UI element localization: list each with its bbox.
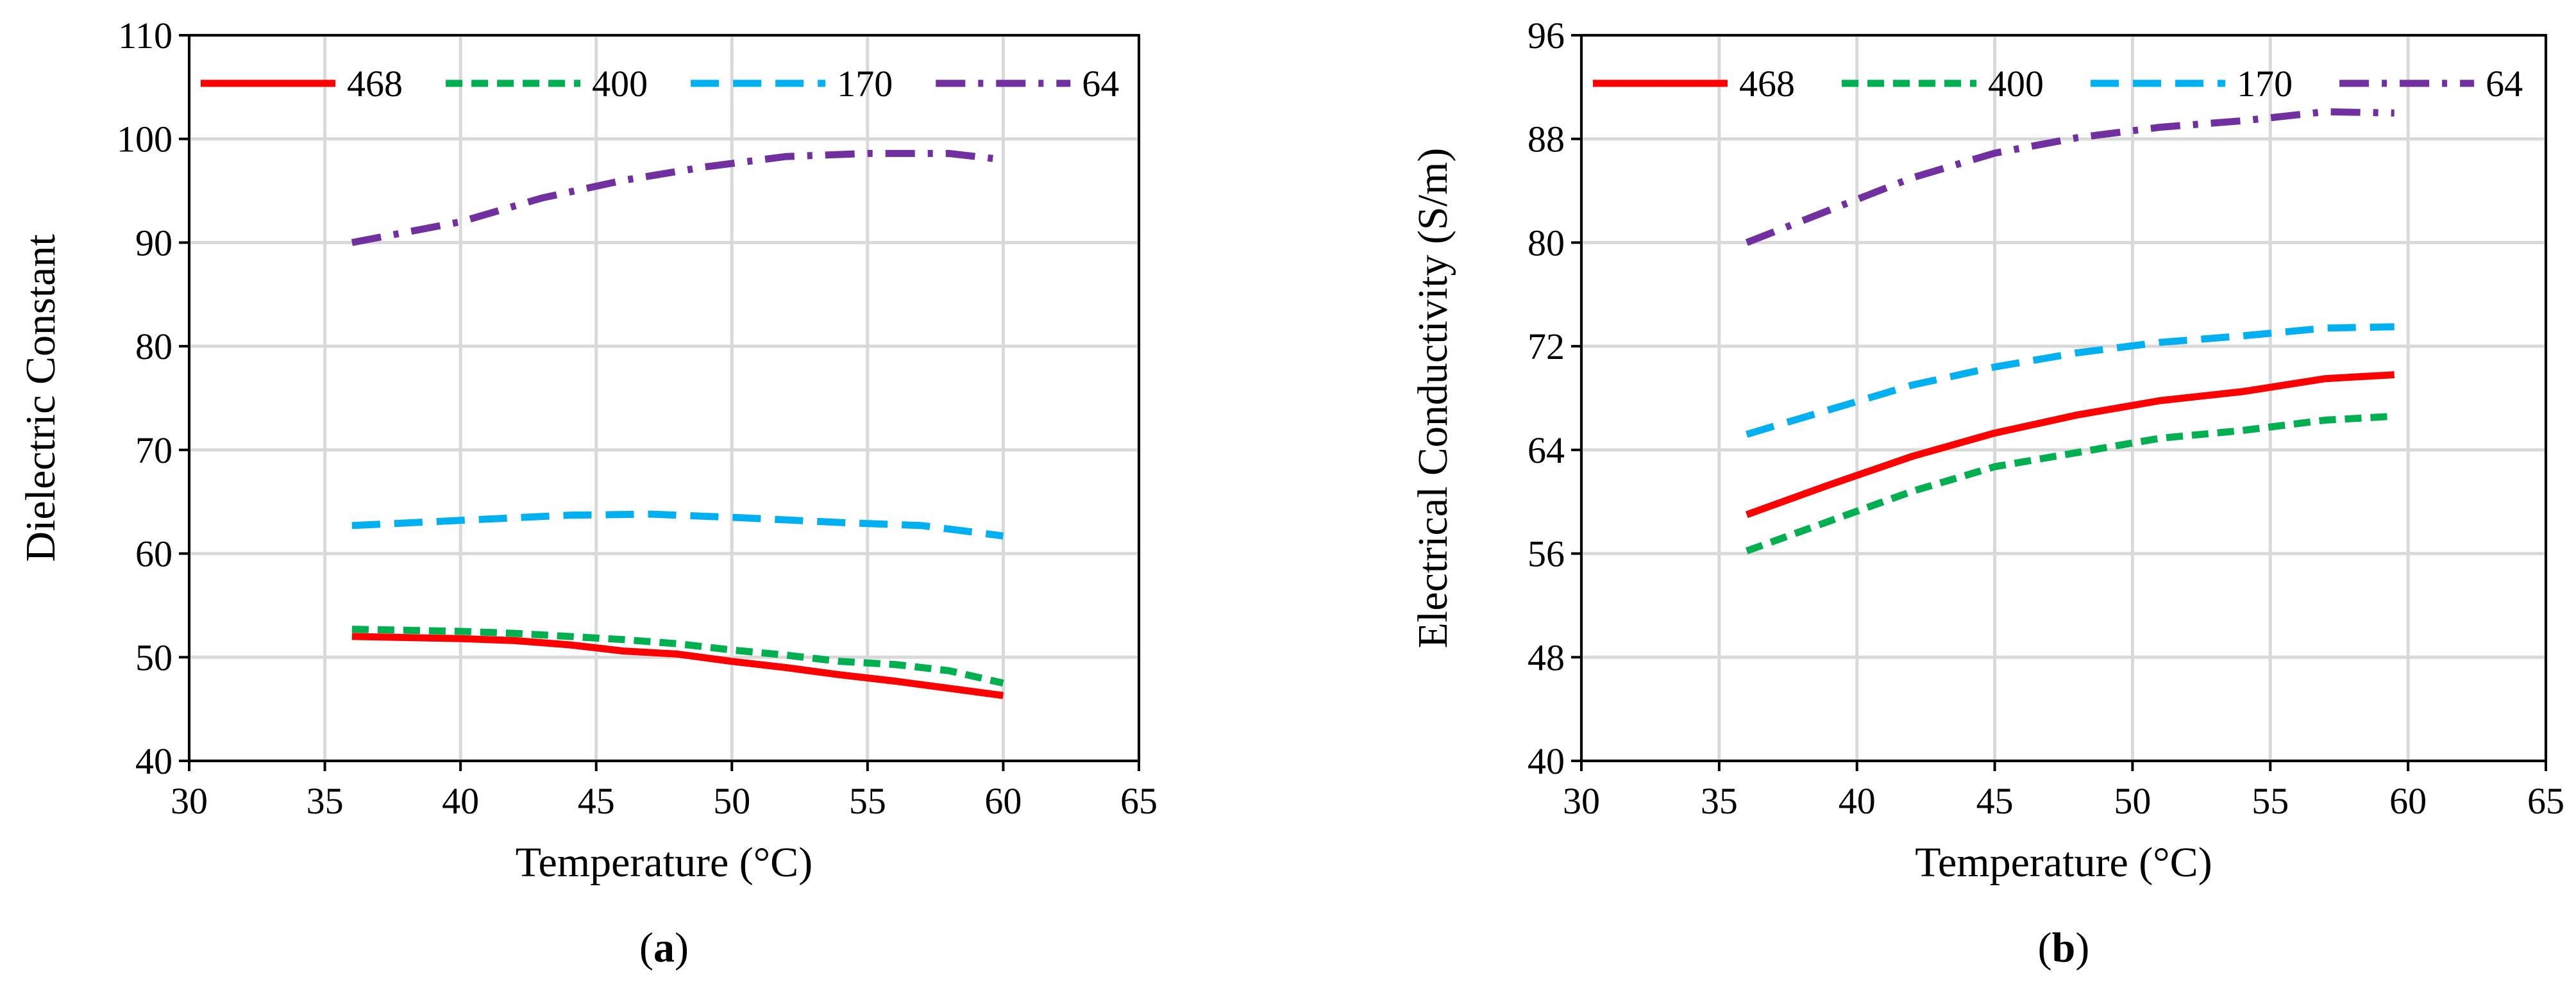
legend-label-170: 170 — [837, 63, 893, 104]
y-tick-label: 60 — [135, 533, 173, 575]
panel-label-open-a: ( — [639, 924, 653, 971]
panel-label-close-b: ) — [2075, 924, 2089, 971]
x-tick-label: 45 — [1976, 780, 2014, 822]
legend-label-64: 64 — [2486, 63, 2523, 104]
x-axis-title-a: Temperature (°C) — [516, 839, 812, 886]
legend-label-400: 400 — [592, 63, 648, 104]
y-tick-label: 48 — [1528, 637, 1565, 678]
x-tick-label: 55 — [849, 780, 886, 822]
legend-label-468: 468 — [347, 63, 403, 104]
series-line-170 — [351, 510, 1004, 540]
panel-label-letter-a: a — [653, 924, 675, 971]
y-tick-label: 64 — [1528, 429, 1565, 471]
x-tick-label: 40 — [1839, 780, 1876, 822]
y-tick-label: 90 — [135, 222, 173, 263]
y-tick-label: 40 — [135, 740, 173, 782]
x-tick-label: 35 — [307, 780, 344, 822]
legend-label-170: 170 — [2237, 63, 2293, 104]
x-tick-label: 60 — [984, 780, 1022, 822]
x-tick-label: 35 — [1701, 780, 1738, 822]
y-tick-label: 96 — [1528, 15, 1565, 56]
legend-label-468: 468 — [1739, 63, 1795, 104]
x-tick-label: 50 — [713, 780, 750, 822]
y-tick-label: 80 — [1528, 222, 1565, 263]
x-tick-label: 55 — [2252, 780, 2289, 822]
series-line-64 — [1745, 108, 2395, 246]
plot-area-a — [188, 34, 1140, 762]
y-tick-label: 88 — [1528, 119, 1565, 160]
panel-label-a: (a) — [639, 924, 689, 971]
x-tick-label: 60 — [2389, 780, 2427, 822]
series-line-400 — [351, 626, 1004, 687]
panel-label-b: (b) — [2038, 924, 2090, 971]
x-tick-label: 50 — [2114, 780, 2151, 822]
plot-area-b — [1580, 34, 2547, 762]
y-tick-label: 100 — [117, 119, 173, 160]
chart-panel-b: 30 35 40 45 50 55 60 65 40 48 56 64 72 80 88 96 468 400… — [1410, 15, 2564, 971]
panel-label-open-b: ( — [2038, 924, 2052, 971]
series-line-468 — [1745, 371, 2395, 519]
y-tick-label: 70 — [135, 429, 173, 471]
legend-label-64: 64 — [1082, 63, 1119, 104]
x-tick-label: 45 — [578, 780, 615, 822]
y-tick-label: 56 — [1528, 533, 1565, 575]
x-tick-label: 65 — [2527, 780, 2564, 822]
gridlines-a — [187, 33, 1141, 763]
panel-label-letter-b: b — [2052, 924, 2076, 971]
y-axis-title-b: Electrical Conductivity (S/m) — [1410, 148, 1456, 649]
x-tick-label: 30 — [171, 780, 208, 822]
y-tick-labels-a: 40 50 60 70 80 90 100 110 — [117, 15, 189, 782]
y-tick-label: 50 — [135, 637, 173, 678]
x-tick-label: 65 — [1120, 780, 1158, 822]
series-line-64 — [351, 149, 1004, 246]
series-line-468 — [351, 633, 1004, 699]
x-tick-labels-b: 30 35 40 45 50 55 60 65 — [1563, 761, 2564, 822]
series-lines-a — [351, 149, 1004, 699]
panel-label-close-a: ) — [675, 924, 689, 971]
y-tick-label: 72 — [1528, 326, 1565, 367]
x-tick-label: 40 — [442, 780, 479, 822]
y-tick-label: 80 — [135, 326, 173, 367]
legend-b: 468 400 170 64 — [1593, 63, 2523, 104]
x-tick-labels-a: 30 35 40 45 50 55 60 65 — [171, 761, 1158, 822]
series-lines-b — [1745, 108, 2395, 554]
series-line-400 — [1745, 412, 2395, 554]
y-tick-labels-b: 40 48 56 64 72 80 88 96 — [1528, 15, 1581, 782]
legend-label-400: 400 — [1988, 63, 2044, 104]
y-tick-label: 40 — [1528, 740, 1565, 782]
gridlines-b — [1579, 33, 2548, 763]
y-axis-title-a: Dielectric Constant — [17, 234, 64, 562]
y-tick-label: 110 — [118, 15, 173, 56]
legend-a: 468 400 170 64 — [201, 63, 1119, 104]
x-tick-label: 30 — [1563, 780, 1600, 822]
x-axis-title-b: Temperature (°C) — [1915, 839, 2212, 886]
series-line-170 — [1746, 323, 2395, 438]
